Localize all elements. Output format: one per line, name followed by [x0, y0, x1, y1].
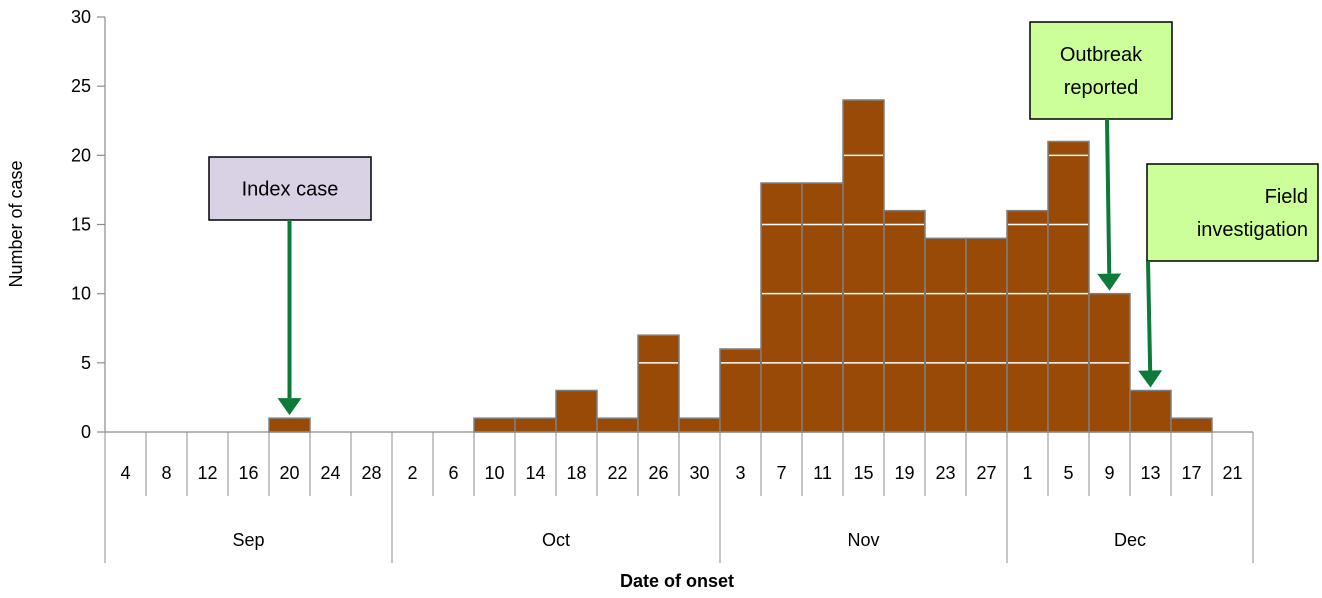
outbreak-reported-box — [1029, 21, 1173, 120]
bar-18 — [842, 99, 885, 433]
y-tick-label: 15 — [71, 215, 91, 235]
bar-4 — [268, 417, 311, 433]
x-tick-label: 16 — [238, 463, 258, 483]
x-tick-label: 19 — [894, 463, 914, 483]
y-tick-label: 10 — [71, 284, 91, 304]
x-tick-label: 11 — [813, 463, 832, 483]
x-tick-label: 7 — [776, 463, 786, 483]
month-label: Nov — [847, 530, 879, 550]
field-investigation-arrow-head — [1138, 370, 1163, 388]
x-tick-label: 20 — [279, 463, 299, 483]
bar-10 — [514, 417, 557, 433]
index-case-box — [208, 156, 372, 221]
x-tick-label: 30 — [689, 463, 709, 483]
bar-25 — [1129, 389, 1172, 433]
outbreak-reported-annotation: Outbreak reported — [1029, 21, 1173, 291]
x-axis-label: Date of onset — [620, 571, 734, 591]
index-case-arrow-head — [277, 398, 302, 416]
x-tick-label: 5 — [1063, 463, 1073, 483]
month-label: Dec — [1114, 530, 1146, 550]
x-tick-label: 4 — [120, 463, 130, 483]
bar-20 — [924, 237, 967, 433]
index-case-annotation: Index case — [208, 156, 372, 416]
bar-15 — [719, 348, 762, 433]
month-label: Sep — [232, 530, 264, 550]
index-case-text: Index case — [242, 179, 339, 201]
y-tick-label: 0 — [81, 422, 91, 442]
x-tick-label: 23 — [935, 463, 955, 483]
bar-19 — [883, 209, 926, 433]
bar-16 — [760, 182, 803, 433]
bar-13 — [637, 334, 680, 433]
outbreak-reported-text: reported — [1064, 77, 1139, 99]
x-tick-label: 18 — [566, 463, 586, 483]
x-tick-label: 14 — [525, 463, 545, 483]
x-tick-label: 10 — [484, 463, 504, 483]
outbreak-reported-text: Outbreak — [1060, 44, 1143, 66]
y-tick-label: 5 — [81, 353, 91, 373]
bar-23 — [1047, 140, 1090, 433]
bars-group — [268, 99, 1213, 433]
y-tick-label: 30 — [71, 7, 91, 27]
x-tick-label: 26 — [648, 463, 668, 483]
x-tick-label: 1 — [1022, 463, 1032, 483]
field-investigation-annotation: Field investigation — [1138, 163, 1319, 388]
bar-9 — [473, 417, 516, 433]
x-tick-label: 8 — [161, 463, 171, 483]
bar-11 — [555, 389, 598, 433]
field-investigation-arrow-shaft — [1146, 260, 1153, 371]
x-tick-label: 22 — [607, 463, 627, 483]
x-tick-label: 24 — [320, 463, 340, 483]
x-tick-label: 27 — [976, 463, 996, 483]
bar-17 — [801, 182, 844, 433]
x-tick-label: 15 — [853, 463, 873, 483]
x-tick-label: 9 — [1104, 463, 1114, 483]
field-investigation-box — [1146, 163, 1319, 262]
x-tick-label: 28 — [361, 463, 381, 483]
bar-14 — [678, 417, 721, 433]
x-tick-label: 6 — [448, 463, 458, 483]
x-tick-label: 12 — [197, 463, 217, 483]
bar-22 — [1006, 209, 1049, 433]
bar-21 — [965, 237, 1008, 433]
annotations-group: Index case Outbreak reported Field investiga… — [208, 21, 1319, 416]
y-tick-label: 20 — [71, 145, 91, 165]
x-tick-label: 2 — [407, 463, 417, 483]
month-label: Oct — [542, 530, 570, 550]
field-investigation-text: Field — [1265, 186, 1308, 208]
x-tick-label: 21 — [1222, 463, 1242, 483]
x-tick-label: 13 — [1140, 463, 1160, 483]
bar-26 — [1170, 417, 1213, 433]
y-tick-label: 25 — [71, 76, 91, 96]
field-investigation-text: investigation — [1197, 219, 1308, 241]
outbreak-reported-arrow-head — [1097, 273, 1122, 291]
y-axis-label: Number of case — [6, 160, 26, 287]
x-tick-label: 17 — [1181, 463, 1201, 483]
x-tick-label: 3 — [735, 463, 745, 483]
bar-12 — [596, 417, 639, 433]
outbreak-reported-arrow-shaft — [1105, 118, 1112, 274]
